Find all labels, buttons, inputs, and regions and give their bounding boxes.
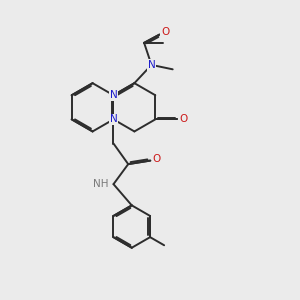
Text: N: N [110,114,117,124]
Text: N: N [148,60,155,70]
Text: N: N [110,90,117,100]
Text: O: O [153,154,161,164]
Text: NH: NH [93,178,108,189]
Text: O: O [180,114,188,124]
Text: O: O [161,27,170,37]
